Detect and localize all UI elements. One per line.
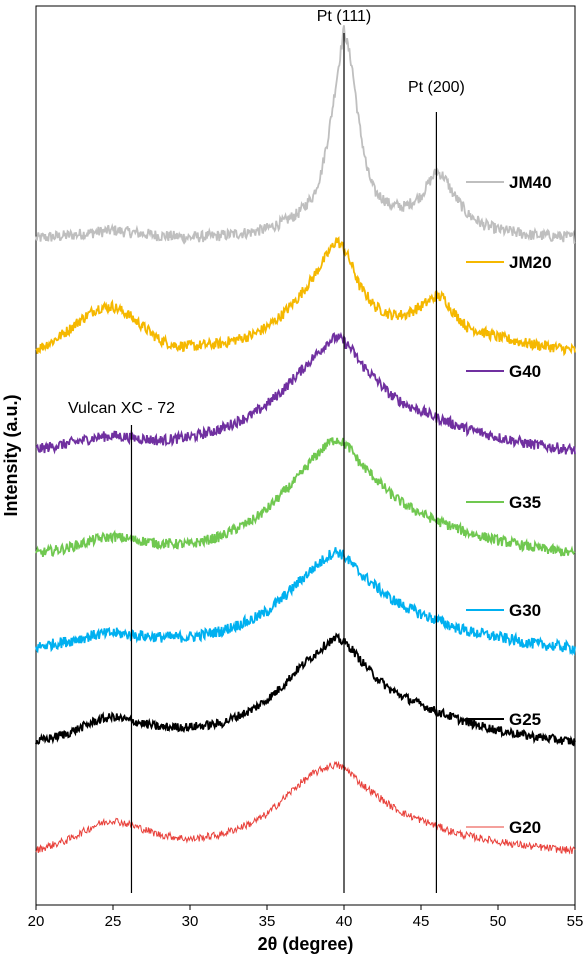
series-jm20: [35, 236, 576, 357]
series-g20: [35, 760, 576, 855]
series-line-jm40: [35, 25, 576, 245]
legend-item-g25: G25: [466, 710, 541, 729]
legend-label: G40: [509, 362, 541, 381]
x-axis: 20 25 30 35 40 45 50 55: [28, 905, 584, 930]
legend-item-g35: G35: [466, 493, 541, 512]
series-line-jm20: [35, 236, 576, 357]
legend-item-g20: G20: [466, 818, 541, 837]
series-jm40: [35, 25, 576, 245]
series-g35: [35, 437, 576, 558]
series-line-g40: [35, 331, 576, 455]
legend-item-g40: G40: [466, 362, 541, 381]
series-line-g20: [35, 760, 576, 855]
legend-label: G25: [509, 710, 541, 729]
x-tick-label: 20: [28, 913, 45, 930]
x-tick-label: 50: [490, 913, 507, 930]
legend-label: JM40: [509, 173, 552, 192]
annotation-label: Vulcan XC - 72: [68, 400, 175, 417]
x-tick-label: 55: [567, 913, 584, 930]
legend-item-jm20: JM20: [466, 253, 552, 272]
legend-item-g30: G30: [466, 601, 541, 620]
series-g30: [35, 547, 576, 656]
legend-label: JM20: [509, 253, 552, 272]
x-tick-label: 45: [413, 913, 430, 930]
series-curves: [35, 25, 576, 855]
series-line-g30: [35, 547, 576, 656]
legend-label: G30: [509, 601, 541, 620]
x-axis-label: 2θ (degree): [258, 934, 354, 954]
x-tick-label: 35: [259, 913, 276, 930]
legend-label: G35: [509, 493, 541, 512]
x-tick-label: 40: [336, 913, 353, 930]
x-tick-label: 30: [182, 913, 199, 930]
legend: JM40 JM20 G40 G35 G30 G25 G20: [466, 173, 552, 837]
series-line-g25: [35, 632, 576, 747]
legend-item-jm40: JM40: [466, 173, 552, 192]
series-g25: [35, 632, 576, 747]
plot-frame: [35, 5, 576, 906]
legend-label: G20: [509, 818, 541, 837]
series-g40: [35, 331, 576, 455]
series-line-g35: [35, 437, 576, 558]
y-axis-label: Intensity (a.u.): [1, 394, 21, 516]
x-tick-label: 25: [105, 913, 122, 930]
annotation-label: Pt (200): [408, 79, 465, 96]
plot-border: [35, 5, 576, 906]
annotation-label: Pt (111): [317, 8, 372, 25]
reference-lines: Pt (111) Pt (200) Vulcan XC - 72: [68, 8, 465, 893]
